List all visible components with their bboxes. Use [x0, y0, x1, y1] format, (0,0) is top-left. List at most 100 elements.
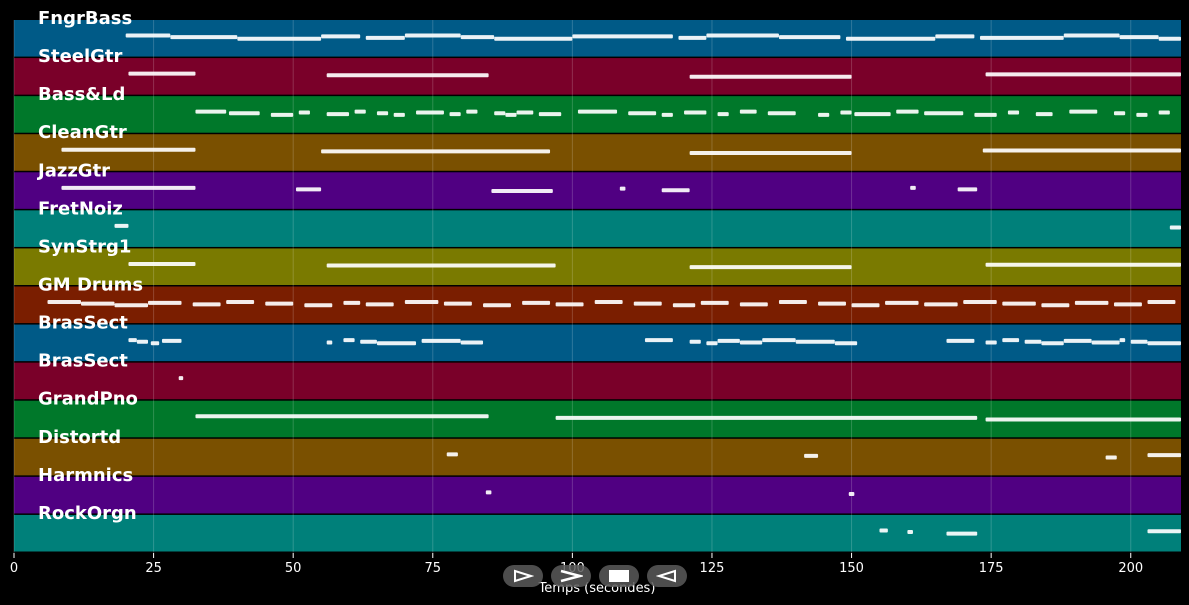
tracks-layer — [14, 20, 1181, 552]
note-mark — [555, 415, 978, 420]
note-mark — [354, 109, 366, 114]
forward-button[interactable] — [551, 565, 591, 587]
note-mark — [522, 300, 551, 305]
note-mark — [298, 110, 310, 115]
note-mark — [538, 112, 562, 117]
note-mark — [466, 109, 478, 114]
note-mark — [494, 36, 573, 41]
note-mark — [326, 263, 556, 268]
note-mark — [494, 111, 506, 116]
play-button[interactable] — [503, 565, 543, 587]
note-mark — [706, 341, 718, 346]
note-mark — [845, 36, 936, 41]
note-mark — [818, 301, 846, 306]
note-mark — [1002, 301, 1036, 306]
note-mark — [1105, 455, 1117, 460]
note-mark — [661, 112, 673, 117]
note-mark — [848, 491, 855, 496]
note-mark — [449, 112, 461, 117]
stop-icon — [609, 570, 629, 582]
note-mark — [572, 34, 673, 39]
track-lane — [14, 210, 1181, 247]
track-label: Distortd — [38, 427, 121, 448]
track-label: BrasSect — [38, 351, 128, 372]
note-mark — [924, 111, 964, 116]
note-mark — [195, 109, 227, 114]
note-mark — [834, 341, 858, 346]
note-mark — [1007, 110, 1020, 115]
grid-layer — [13, 20, 1132, 553]
x-tick-label: 175 — [979, 561, 1004, 576]
track-label: SynStrg1 — [38, 236, 131, 257]
note-mark — [706, 33, 779, 38]
note-mark — [1024, 339, 1042, 344]
stop-button[interactable] — [599, 565, 639, 587]
note-mark — [47, 300, 82, 305]
note-mark — [974, 112, 997, 117]
note-mark — [1119, 35, 1159, 40]
track-label: Bass&Ld — [38, 84, 125, 105]
note-mark — [1130, 339, 1148, 344]
track-label: Harmnics — [38, 465, 133, 486]
note-mark — [854, 112, 891, 117]
note-mark — [376, 341, 417, 346]
note-mark — [150, 341, 160, 346]
note-mark — [619, 186, 626, 191]
note-mark — [818, 112, 830, 117]
note-mark — [700, 300, 729, 305]
note-mark — [689, 150, 852, 155]
note-mark — [61, 185, 196, 190]
note-mark — [1041, 303, 1070, 308]
track-label: GrandPno — [38, 389, 138, 410]
note-mark — [1147, 300, 1176, 305]
note-mark — [343, 300, 361, 305]
note-mark — [985, 417, 1181, 422]
note-mark — [170, 35, 238, 40]
note-mark — [326, 73, 489, 78]
note-mark — [485, 490, 492, 495]
note-mark — [460, 340, 484, 345]
track-lane — [14, 324, 1181, 362]
note-mark — [778, 300, 807, 305]
note-mark — [762, 338, 796, 343]
note-mark — [689, 265, 852, 270]
note-mark — [343, 338, 355, 343]
track-label: SteelGtr — [38, 46, 123, 67]
note-mark — [265, 301, 294, 306]
note-mark — [684, 110, 707, 115]
note-mark — [125, 33, 171, 38]
note-mark — [114, 223, 129, 228]
note-mark — [739, 302, 768, 307]
note-mark — [910, 185, 916, 190]
note-mark — [1119, 338, 1126, 343]
rewind-button[interactable] — [647, 565, 687, 587]
track-lane — [14, 476, 1181, 514]
track-label: RockOrgn — [38, 503, 137, 524]
note-mark — [767, 111, 796, 116]
track-label: CleanGtr — [38, 122, 127, 143]
note-mark — [896, 109, 919, 114]
note-mark — [421, 338, 461, 343]
note-mark — [1035, 112, 1053, 117]
track-labels-layer: FngrBass SteelGtr Bass&Ld CleanGtr JazzGtr Fr… — [36, 8, 143, 524]
note-mark — [963, 300, 997, 305]
x-tick-label: 200 — [1118, 561, 1143, 576]
note-mark — [161, 338, 182, 343]
track-label: FngrBass — [38, 8, 132, 29]
note-mark — [795, 339, 835, 344]
note-mark — [460, 35, 495, 40]
note-mark — [237, 36, 322, 41]
note-mark — [689, 339, 701, 344]
note-mark — [840, 110, 852, 115]
note-mark — [1074, 300, 1109, 305]
note-mark — [633, 301, 662, 306]
track-lane — [14, 514, 1181, 552]
note-mark — [1113, 302, 1142, 307]
note-mark — [985, 340, 997, 345]
track-lane — [14, 96, 1181, 133]
note-mark — [1041, 341, 1064, 346]
note-mark — [114, 303, 149, 308]
note-mark — [678, 35, 707, 40]
note-mark — [1169, 225, 1181, 230]
note-mark — [924, 302, 958, 307]
